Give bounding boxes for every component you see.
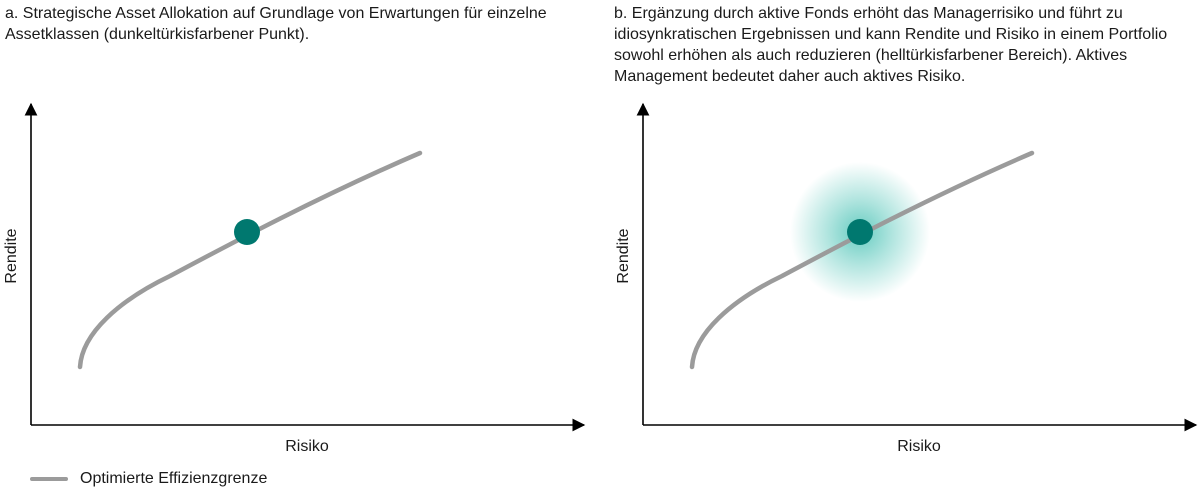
panel-a: Risiko Rendite [3, 102, 586, 455]
panel-a-y-label: Rendite [3, 228, 20, 283]
panel-b-y-label: Rendite [615, 228, 632, 283]
panel-b-caption: b. Ergänzung durch aktive Fonds erhöht d… [614, 5, 1168, 85]
panel-a-allocation-dot [234, 219, 260, 245]
panel-b-allocation-dot [847, 219, 873, 245]
legend-curve-swatch [30, 477, 68, 481]
panel-b: Risiko Rendite [615, 102, 1198, 455]
legend: Optimierte Effizienzgrenze [30, 470, 267, 488]
panel-b-efficient-frontier-curve [689, 150, 1035, 370]
panel-a-caption: a. Strategische Asset Allokation auf Gru… [5, 5, 547, 43]
panel-a-efficient-frontier-curve [77, 150, 423, 370]
legend-label: Optimierte Effizienzgrenze [80, 470, 268, 487]
panel-a-x-label: Risiko [285, 438, 329, 455]
panel-b-x-label: Risiko [897, 438, 941, 455]
